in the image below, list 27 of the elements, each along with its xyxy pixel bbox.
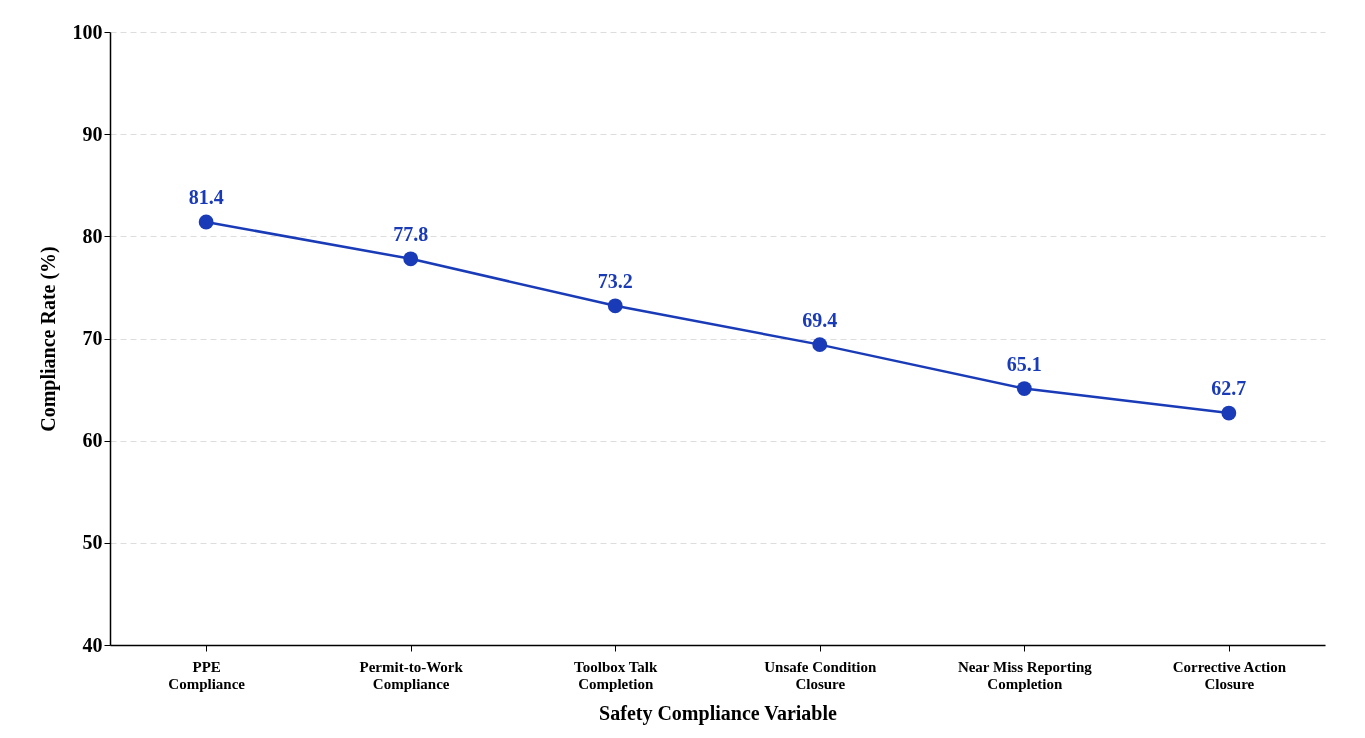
x-tick-label: Toolbox Talk Completion [574, 658, 659, 692]
x-tick-label: Near Miss Reporting Completion [957, 658, 1093, 692]
y-axis-title: Compliance Rate (%) [36, 246, 60, 432]
point [198, 214, 214, 230]
x-axis-title: Safety Compliance Variable [599, 701, 838, 725]
data-label: 77.8 [393, 222, 429, 245]
x-tick-label: Permit-to-Work Compliance [359, 658, 464, 692]
y-tick-label: 80 [82, 224, 103, 247]
data-label: 69.4 [802, 308, 838, 331]
y-tick-label: 70 [82, 327, 103, 349]
x-tick-label: Unsafe Condition Closure [764, 658, 877, 692]
y-tick-label: 60 [82, 429, 103, 452]
point [812, 337, 828, 353]
data-label: 62.7 [1211, 377, 1247, 400]
point [607, 298, 623, 314]
data-label: 81.4 [188, 186, 224, 209]
x-tick-label: PPE Compliance [168, 658, 246, 692]
y-tick-label: 50 [82, 531, 103, 554]
point [1221, 405, 1237, 421]
point [1016, 381, 1032, 396]
data-label: 73.2 [597, 269, 633, 292]
y-tick-label: 40 [82, 633, 103, 656]
y-tick-label: 100 [72, 20, 103, 43]
point [403, 251, 419, 267]
y-tick-label: 90 [82, 122, 103, 145]
data-label: 65.1 [1006, 352, 1042, 375]
x-tick-label: Corrective Action Closure [1172, 658, 1287, 692]
